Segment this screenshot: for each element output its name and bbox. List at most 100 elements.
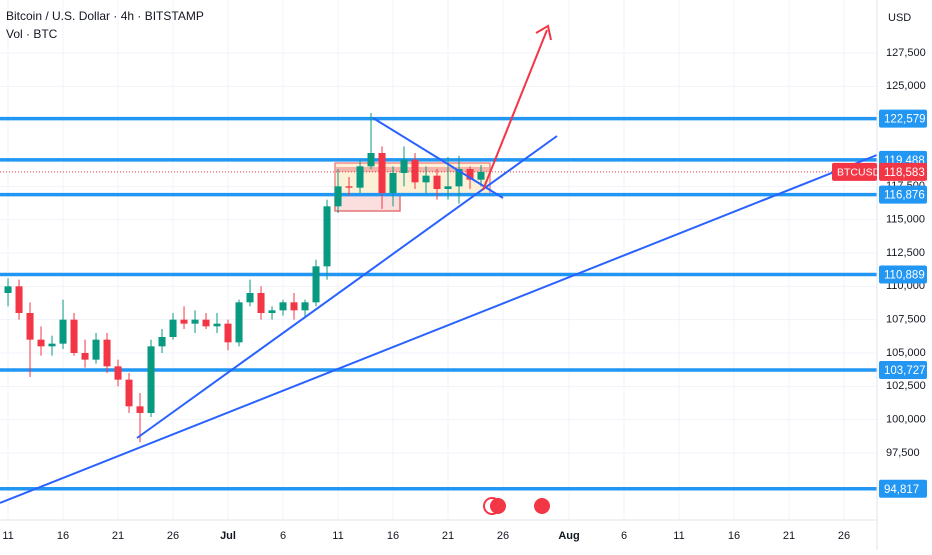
candle-body: [279, 302, 287, 311]
event-icon[interactable]: [490, 498, 506, 514]
candle-body: [444, 186, 452, 189]
candle-body: [422, 175, 430, 183]
x-tick-label: 11: [2, 530, 13, 542]
level-tag: [879, 109, 927, 128]
trend-drawings: [0, 24, 878, 515]
candle-body: [92, 339, 100, 360]
candle-body: [169, 319, 177, 337]
candle-body: [114, 366, 122, 380]
symbol-tag: [832, 162, 877, 181]
x-tick-label: 16: [387, 530, 399, 542]
level-label: 103,727: [884, 365, 926, 377]
x-tick-label: 26: [167, 530, 179, 542]
candle-body: [59, 319, 67, 344]
candle-body: [356, 166, 364, 188]
candle-body: [235, 302, 243, 343]
demand-box: [334, 194, 401, 212]
candle-body: [191, 319, 199, 324]
candle-body: [147, 346, 155, 413]
candle-body: [202, 319, 210, 327]
symbol-name: BTCUSD: [837, 167, 881, 179]
symbol-title: Bitcoin / U.S. Dollar · 4h · BITSTAMP: [6, 9, 204, 23]
candle-body: [268, 310, 276, 313]
candle-body: [367, 153, 375, 167]
candle-body: [334, 186, 342, 207]
x-tick-label: 6: [621, 530, 627, 542]
candle-body: [290, 302, 298, 311]
axis-labels: 127,500125,000117,500115,000112,500110,0…: [2, 47, 927, 542]
candle-body: [81, 353, 89, 360]
y-tick-label: 115,000: [886, 214, 925, 226]
candle-body: [158, 337, 166, 347]
candle-body: [378, 153, 386, 193]
level-tag: [879, 479, 927, 498]
candle-body: [389, 173, 397, 193]
x-tick-label: 21: [442, 530, 454, 542]
level-label: 94,817: [884, 484, 919, 496]
levels: [0, 116, 877, 491]
candle-body: [48, 343, 56, 347]
level-tag: [879, 265, 927, 284]
arrow: [482, 29, 548, 191]
candle-body: [477, 171, 485, 180]
candle-body: [70, 319, 78, 353]
candle-body: [345, 186, 353, 188]
level-tag: [879, 185, 927, 204]
x-tick-label: 11: [332, 530, 343, 542]
x-tick-label: Aug: [558, 530, 579, 542]
candle-body: [15, 286, 23, 313]
candle-body: [257, 293, 265, 313]
candle-body: [213, 323, 221, 327]
x-tick-label: Jul: [220, 530, 236, 542]
x-tick-label: 21: [112, 530, 124, 542]
candle-body: [246, 293, 254, 303]
x-tick-label: 11: [673, 530, 684, 542]
trend-line: [0, 154, 878, 504]
x-tick-label: 21: [783, 530, 795, 542]
candle-body: [400, 159, 408, 173]
candle-body: [433, 175, 441, 189]
candle-body: [224, 323, 232, 343]
candle-body: [103, 339, 111, 367]
arrow-head: [535, 24, 552, 41]
y-tick-label: 112,500: [886, 247, 925, 259]
level-tag: [879, 360, 927, 379]
candle-body: [312, 266, 320, 303]
x-tick-label: 16: [57, 530, 69, 542]
candle-body: [136, 406, 144, 413]
y-tick-label: 127,500: [886, 47, 926, 59]
last-price-tag: [879, 162, 927, 181]
y-tick-label: 125,000: [886, 80, 926, 92]
level-label: 122,579: [884, 114, 926, 126]
grid: [0, 0, 877, 520]
candles: [4, 113, 485, 443]
axis-unit: USD: [888, 12, 911, 24]
indicator-label: Vol · BTC: [6, 27, 58, 41]
candle-body: [301, 302, 309, 311]
level-label: 116,876: [884, 190, 925, 202]
event-icon[interactable]: [534, 498, 550, 514]
candle-body: [125, 379, 133, 407]
trend-line: [136, 135, 558, 439]
candle-body: [455, 169, 463, 187]
y-tick-label: 107,500: [886, 314, 926, 326]
y-tick-label: 105,000: [886, 347, 926, 359]
y-tick-label: 100,000: [886, 414, 926, 426]
x-tick-label: 16: [728, 530, 740, 542]
candle-body: [26, 313, 34, 340]
candle-body: [180, 319, 188, 324]
candle-body: [466, 169, 474, 180]
candle-body: [4, 286, 12, 293]
trend-line: [372, 117, 504, 199]
candle-body: [411, 159, 419, 183]
level-label: 110,889: [884, 270, 925, 282]
x-tick-label: 26: [497, 530, 509, 542]
last-price-label: 118,583: [884, 167, 925, 179]
y-tick-label: 102,500: [886, 380, 926, 392]
candle-body: [37, 339, 45, 347]
candle-body: [323, 206, 331, 267]
x-tick-label: 6: [280, 530, 286, 542]
y-tick-label: 97,500: [886, 447, 920, 459]
x-tick-label: 26: [838, 530, 850, 542]
